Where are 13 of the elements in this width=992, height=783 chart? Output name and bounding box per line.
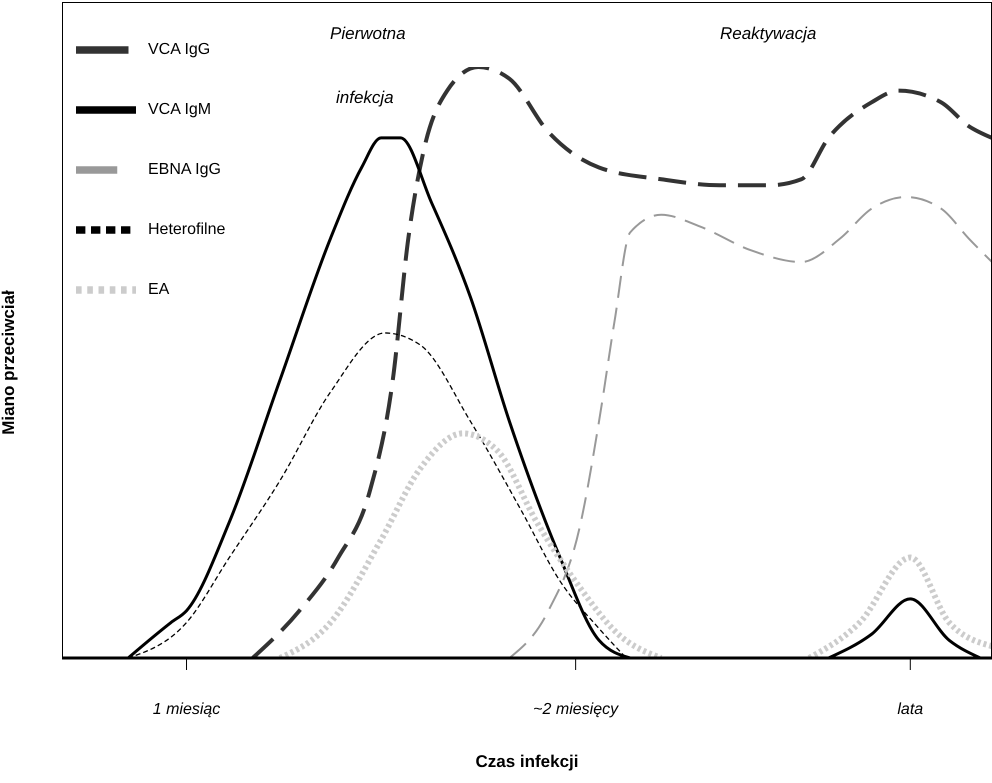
y-axis-title: Miano przeciwciał	[0, 290, 18, 435]
legend-label: VCA IgG	[148, 41, 210, 58]
text: Pierwotna	[330, 24, 406, 44]
x-tick-label: ~2 miesięcy	[533, 701, 620, 718]
legend-label: EA	[148, 281, 170, 298]
annotation: infekcja	[336, 88, 394, 108]
legend-label: Heterofilne	[148, 221, 226, 238]
x-tick-label: lata	[897, 701, 924, 718]
text: Reaktywacja	[720, 24, 816, 44]
x-axis-title: Czas infekcji	[476, 752, 578, 771]
x-tick-label: 1 miesiąc	[152, 701, 220, 718]
legend-label: VCA IgM	[148, 101, 212, 118]
legend-label: EBNA IgG	[148, 161, 221, 178]
